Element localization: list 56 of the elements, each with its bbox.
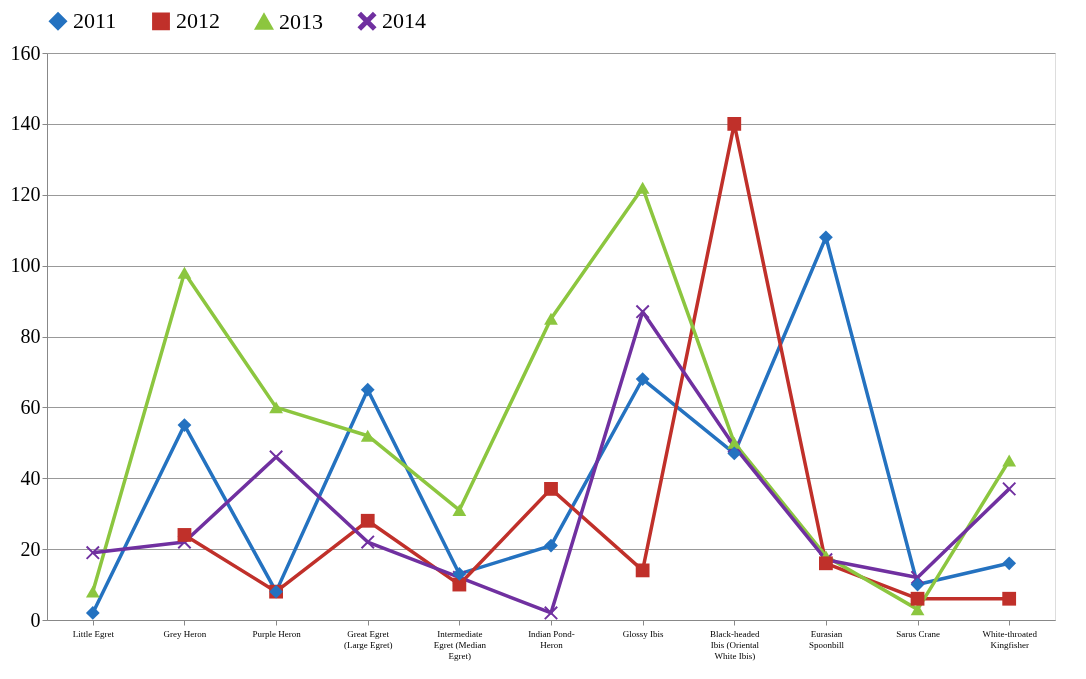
point [727,436,742,449]
point [544,538,558,553]
point [544,481,558,496]
x-tick-label: Purple Heron [252,628,302,639]
y-tick-label: 120 [10,183,41,206]
point [452,567,467,581]
point [1002,454,1017,467]
y-tick-label: 40 [20,466,41,489]
y-tick-label: 0 [30,608,41,631]
x-tick-label: Sarus Crane [896,628,940,639]
x-tick-label: Great Egret (Large Egret) [343,628,393,650]
y-tick-label: 160 [10,41,41,64]
x-tick-label: White-throated Kingfisher [982,628,1038,650]
point [360,429,375,442]
point [360,535,375,549]
point [544,312,558,325]
point [177,266,192,279]
point [910,591,925,606]
point [452,504,467,517]
y-tick-label: 140 [10,112,41,135]
point [269,450,283,464]
point [727,116,742,131]
point [635,304,650,319]
x-tick-label: Eurasian Spoonbill [808,628,845,650]
point [452,577,467,592]
point [177,418,192,432]
x-tick-label: Indian Pond- Heron [528,628,575,650]
legend-label: 2014 [382,8,426,34]
legend-label: 2011 [73,8,117,34]
y-tick-label: 60 [20,395,41,418]
point [177,528,192,542]
point [1002,556,1017,571]
point [819,556,833,571]
point [1002,481,1017,496]
x-tick-label: Little Egret [72,628,115,639]
point [635,372,650,386]
point [85,585,100,598]
legend-label: 2013 [279,8,323,34]
x-tick-label: Black-headed Ibis (Oriental White Ibis) [710,628,760,661]
legend-label: 2012 [176,8,220,34]
point [269,401,283,414]
point [635,563,650,578]
point [1002,591,1017,606]
point [85,606,100,620]
point [819,230,833,245]
point [544,606,558,620]
y-tick-label: 80 [20,325,41,347]
point [360,513,375,528]
y-tick-label: 20 [20,537,41,560]
x-tick-label: Grey Heron [163,628,207,639]
x-tick-label: Intermediate Egret (Median Egret) [433,628,487,661]
x-tick-label: Glossy Ibis [622,628,665,639]
point [635,181,650,194]
point [727,446,742,461]
point [360,382,375,397]
y-tick-label: 100 [10,254,41,277]
